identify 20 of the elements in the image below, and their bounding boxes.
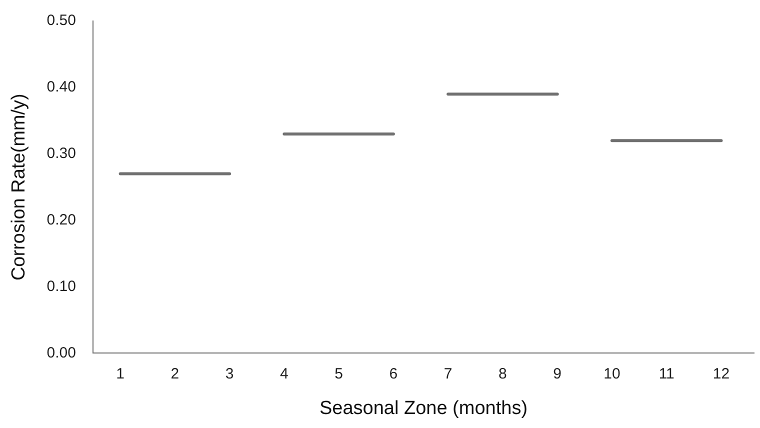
x-tick-label: 12 (712, 365, 730, 382)
x-tick-label: 4 (280, 365, 288, 382)
x-tick-label: 10 (604, 365, 620, 382)
y-tick-label: 0.10 (46, 278, 76, 295)
y-tick-label: 0.50 (46, 12, 76, 30)
y-tick-label: 0.40 (46, 78, 76, 96)
y-axis-title: Corrosion Rate(mm/y) (8, 94, 30, 281)
y-tick-label: 0.20 (46, 211, 76, 228)
x-tick-label: 5 (334, 365, 343, 382)
x-tick-label: 7 (444, 365, 452, 382)
x-tick-label: 2 (170, 365, 180, 382)
x-tick-label: 11 (658, 365, 674, 382)
x-axis-title: Seasonal Zone (months) (319, 398, 528, 419)
y-tick-label: 0.30 (46, 145, 76, 162)
x-tick-label: 9 (553, 365, 562, 382)
x-tick-label: 3 (225, 365, 234, 382)
x-tick-label: 1 (116, 365, 124, 382)
x-tick-label: 8 (498, 365, 507, 382)
y-tick-label: 0.00 (46, 344, 76, 362)
x-tick-label: 6 (389, 365, 398, 382)
